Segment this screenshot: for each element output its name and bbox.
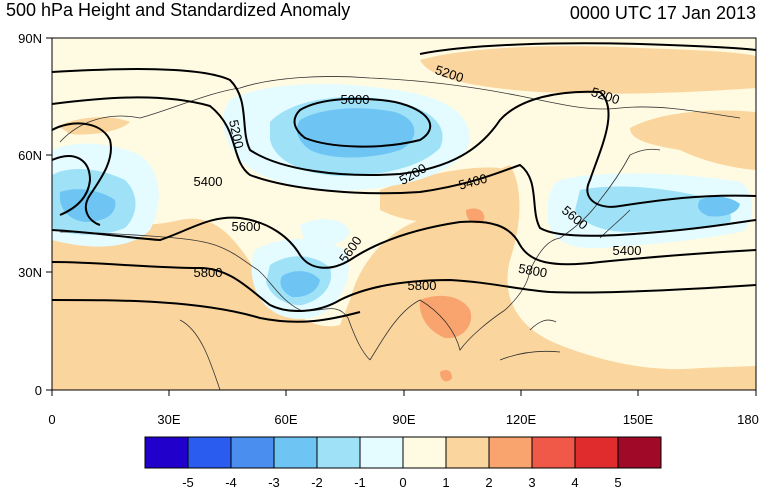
contour-label-5600-west: 5600 <box>232 219 261 234</box>
colorbar-swatch <box>617 436 662 469</box>
lat-label-90n: 90N <box>18 31 42 46</box>
colorbar-swatch <box>359 436 404 469</box>
contour-label-5400-asia: 5400 <box>457 171 489 193</box>
lat-label-0: 0 <box>35 383 42 398</box>
colorbar <box>144 436 662 469</box>
colorbar-label: 5 <box>614 475 621 490</box>
height-contours <box>52 42 756 323</box>
anomaly-patch-siberia-max <box>296 108 415 158</box>
contour-label-5400-pacific: 5400 <box>613 243 642 258</box>
colorbar-label: -5 <box>182 475 194 490</box>
colorbar-swatch <box>574 436 619 469</box>
colorbar-label: -2 <box>311 475 323 490</box>
coastline-indonesia <box>499 319 561 361</box>
coastline-east-asia <box>559 148 661 239</box>
map-plot-area: 5000 5200 5200 5200 5200 5400 5400 5400 … <box>52 38 756 390</box>
contour-label-5200-ural: 5200 <box>226 118 247 149</box>
lat-label-30n: 30N <box>18 265 42 280</box>
colorbar-labels: -5 -4 -3 -2 -1 0 1 2 3 4 5 <box>182 475 621 490</box>
coastline-africa-east <box>179 319 221 390</box>
anomaly-patch-pacific-max <box>698 196 740 217</box>
lon-label-120e: 120E <box>506 412 537 427</box>
colorbar-label: -3 <box>268 475 280 490</box>
colorbar-swatch <box>144 436 189 469</box>
anomaly-patch-indian-ocean <box>440 370 452 382</box>
coastline-south-asia <box>369 237 561 361</box>
contour-5200-europe <box>52 122 112 226</box>
contour-5000 <box>293 97 432 148</box>
anomaly-patch-europe-max <box>59 189 116 222</box>
colorbar-label: 3 <box>528 475 535 490</box>
contour-5200-pacific <box>586 91 756 208</box>
anomaly-patch-arctic-pacific <box>420 46 756 94</box>
contour-label-5600-east: 5800 <box>517 261 548 281</box>
contour-5800 <box>52 261 756 312</box>
colorbar-swatch <box>488 436 533 469</box>
lon-label-150e: 150E <box>623 412 654 427</box>
colorbar-swatch <box>316 436 361 469</box>
coastline-mediterranean-africa <box>59 231 371 361</box>
contour-label-5800-india: 5800 <box>408 278 437 293</box>
longitude-ticks <box>51 390 757 396</box>
colorbar-swatch <box>402 436 447 469</box>
colorbar-swatch <box>445 436 490 469</box>
colorbar-label: 2 <box>485 475 492 490</box>
positive-anomaly-strong <box>419 208 485 382</box>
anomaly-patch-africa-arabia <box>52 165 756 390</box>
lon-label-60e: 60E <box>274 412 297 427</box>
latitude-labels: 90N 60N 30N 0 <box>18 31 42 398</box>
coastline-europe-asia-north <box>59 76 741 143</box>
lon-label-90e: 90E <box>392 412 415 427</box>
colorbar-label: 4 <box>571 475 578 490</box>
colorbar-label: 0 <box>399 475 406 490</box>
anomaly-patch-siberia-east <box>630 110 756 170</box>
colorbar-label: 1 <box>442 475 449 490</box>
colorbar-swatch <box>230 436 275 469</box>
colorbar-swatch <box>531 436 576 469</box>
lat-label-60n: 60N <box>18 148 42 163</box>
lon-label-0: 0 <box>48 412 55 427</box>
anomaly-patch-mongolia <box>466 208 485 224</box>
map-datetime: 0000 UTC 17 Jan 2013 <box>569 3 756 23</box>
map-title: 500 hPa Height and Standardized Anomaly <box>6 0 351 20</box>
contour-5600-west <box>52 216 756 269</box>
colorbar-label: -4 <box>225 475 237 490</box>
contour-5400-europe <box>52 155 92 216</box>
colorbar-swatch <box>273 436 318 469</box>
contour-5400 <box>52 96 756 237</box>
contour-label-5400-europe: 5400 <box>194 174 223 189</box>
contour-5800-south <box>52 299 361 323</box>
colorbar-swatch <box>187 436 232 469</box>
anomaly-patch-arabia-max <box>280 271 320 298</box>
latitude-ticks <box>46 37 52 391</box>
lon-label-30e: 30E <box>157 412 180 427</box>
contour-label-5000: 5000 <box>341 92 370 107</box>
contour-label-5800-africa: 5800 <box>194 265 223 280</box>
lon-label-180: 180 <box>737 412 759 427</box>
coastlines <box>59 76 741 390</box>
anomaly-patch-indochina <box>419 295 472 339</box>
colorbar-label: -1 <box>354 475 366 490</box>
anomaly-patch-tibet <box>300 219 350 246</box>
contour-5200-north <box>52 42 756 176</box>
longitude-labels: 0 30E 60E 90E 120E 150E 180 <box>48 412 758 427</box>
